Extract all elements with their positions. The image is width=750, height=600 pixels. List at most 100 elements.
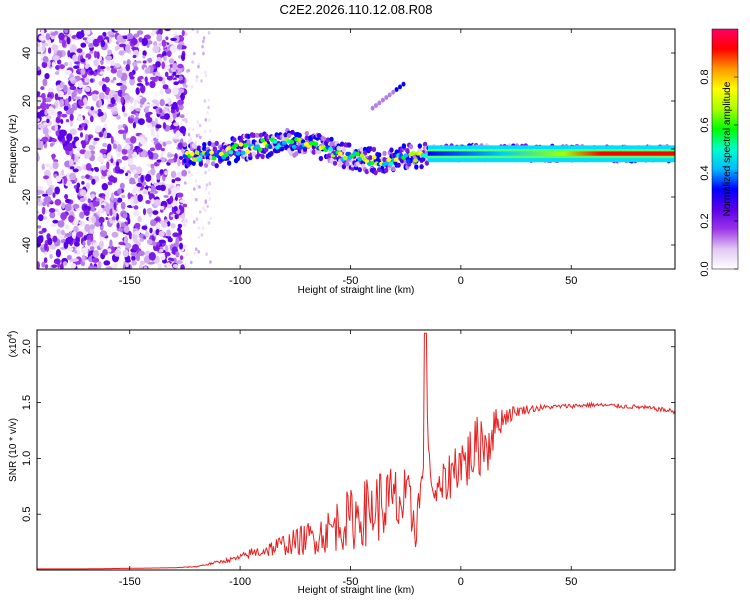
noise-speckle	[196, 29, 199, 34]
noise-speckle	[157, 186, 162, 191]
noise-speckle	[102, 142, 108, 148]
noise-speckle	[164, 251, 171, 257]
noise-speckle	[88, 144, 96, 151]
colorbar: 0.0 0.2 0.4 0.6 0.8 Normalized spectral ampl…	[699, 28, 739, 277]
noise-speckle	[64, 194, 69, 200]
noise-speckle	[145, 81, 150, 86]
spectrogram-panel: -150 -100 -50 0 50 -40 -20 0 20 40 Height of str…	[8, 28, 676, 296]
band-halo	[207, 140, 212, 147]
noise-speckle	[153, 199, 161, 207]
band-halo	[226, 160, 232, 166]
noise-speckle	[118, 129, 125, 134]
noise-speckle	[78, 80, 83, 89]
band-core-spot	[211, 156, 217, 161]
noise-speckle	[130, 252, 138, 257]
noise-speckle	[195, 217, 199, 221]
noise-speckle	[169, 195, 174, 204]
noise-speckle	[52, 161, 59, 170]
band-halo	[251, 132, 256, 138]
noise-speckle	[94, 167, 100, 172]
noise-speckle	[48, 47, 52, 54]
noise-speckle	[100, 60, 104, 65]
noise-speckle	[73, 65, 80, 69]
noise-speckle	[68, 215, 75, 223]
noise-speckle	[38, 214, 44, 222]
y-tick-label: -20	[21, 189, 33, 205]
noise-speckle	[172, 139, 180, 143]
noise-speckle	[92, 249, 99, 258]
noise-speckle	[82, 37, 87, 41]
noise-speckle	[91, 216, 96, 224]
noise-speckle	[61, 169, 65, 176]
noise-speckle	[142, 208, 147, 216]
noise-speckle	[47, 38, 51, 46]
noise-speckle	[116, 115, 121, 120]
noise-speckle	[48, 208, 56, 213]
noise-speckle	[170, 109, 176, 114]
noise-speckle	[144, 76, 148, 83]
noise-speckle	[184, 263, 187, 267]
noise-speckle	[77, 127, 84, 131]
band-halo	[336, 145, 341, 151]
noise-speckle	[85, 133, 89, 142]
noise-speckle	[188, 170, 191, 174]
band-halo	[246, 139, 251, 145]
noise-speckle	[148, 151, 154, 160]
noise-speckle	[109, 90, 116, 95]
noise-speckle	[65, 203, 72, 212]
noise-speckle	[171, 200, 178, 208]
band-halo	[232, 137, 237, 143]
noise-speckle	[99, 230, 108, 238]
noise-speckle	[103, 112, 107, 120]
noise-speckle	[172, 71, 177, 76]
noise-speckle	[107, 181, 113, 186]
band-halo	[371, 146, 377, 152]
noise-speckle	[133, 200, 138, 205]
noise-speckle	[177, 158, 181, 167]
noise-speckle	[81, 254, 86, 262]
noise-speckle	[37, 139, 42, 148]
x-tick-label: -100	[229, 576, 251, 588]
noise-speckle	[204, 199, 207, 203]
colorbar-bar	[711, 28, 739, 270]
noise-speckle	[202, 206, 205, 210]
noise-speckle	[76, 147, 81, 151]
noise-speckle	[66, 133, 73, 142]
noise-speckle	[130, 198, 135, 207]
noise-speckle	[131, 187, 137, 196]
band-halo	[255, 132, 260, 138]
noise-speckle	[91, 257, 100, 263]
noise-speckle	[92, 266, 98, 269]
noise-speckle	[120, 96, 124, 104]
noise-speckle	[64, 62, 69, 66]
band-core-spot	[342, 155, 348, 161]
x-tick-label: -50	[343, 576, 359, 588]
noise-speckle	[152, 45, 160, 54]
noise-speckle	[65, 109, 74, 115]
noise-speckle	[141, 37, 148, 47]
noise-speckle	[52, 192, 56, 198]
noise-speckle	[127, 192, 131, 200]
noise-speckle	[98, 216, 105, 223]
band-core-spot	[235, 151, 241, 156]
noise-speckle	[185, 252, 189, 256]
noise-speckle	[93, 137, 100, 141]
noise-speckle	[128, 71, 134, 78]
noise-speckle	[107, 248, 112, 253]
noise-speckle	[143, 266, 148, 269]
noise-speckle	[163, 55, 167, 62]
noise-speckle	[133, 98, 137, 107]
noise-speckle	[102, 84, 107, 92]
noise-speckle	[60, 113, 68, 118]
noise-speckle	[42, 78, 48, 87]
noise-speckle	[110, 158, 114, 164]
noise-speckle	[174, 177, 181, 182]
noise-speckle	[190, 173, 193, 177]
noise-speckle	[58, 64, 65, 70]
noise-speckle	[175, 131, 179, 138]
noise-speckle	[127, 149, 133, 155]
noise-speckle	[89, 70, 95, 75]
noise-speckle	[128, 264, 133, 269]
noise-speckle	[105, 55, 112, 61]
noise-speckle	[60, 119, 64, 124]
